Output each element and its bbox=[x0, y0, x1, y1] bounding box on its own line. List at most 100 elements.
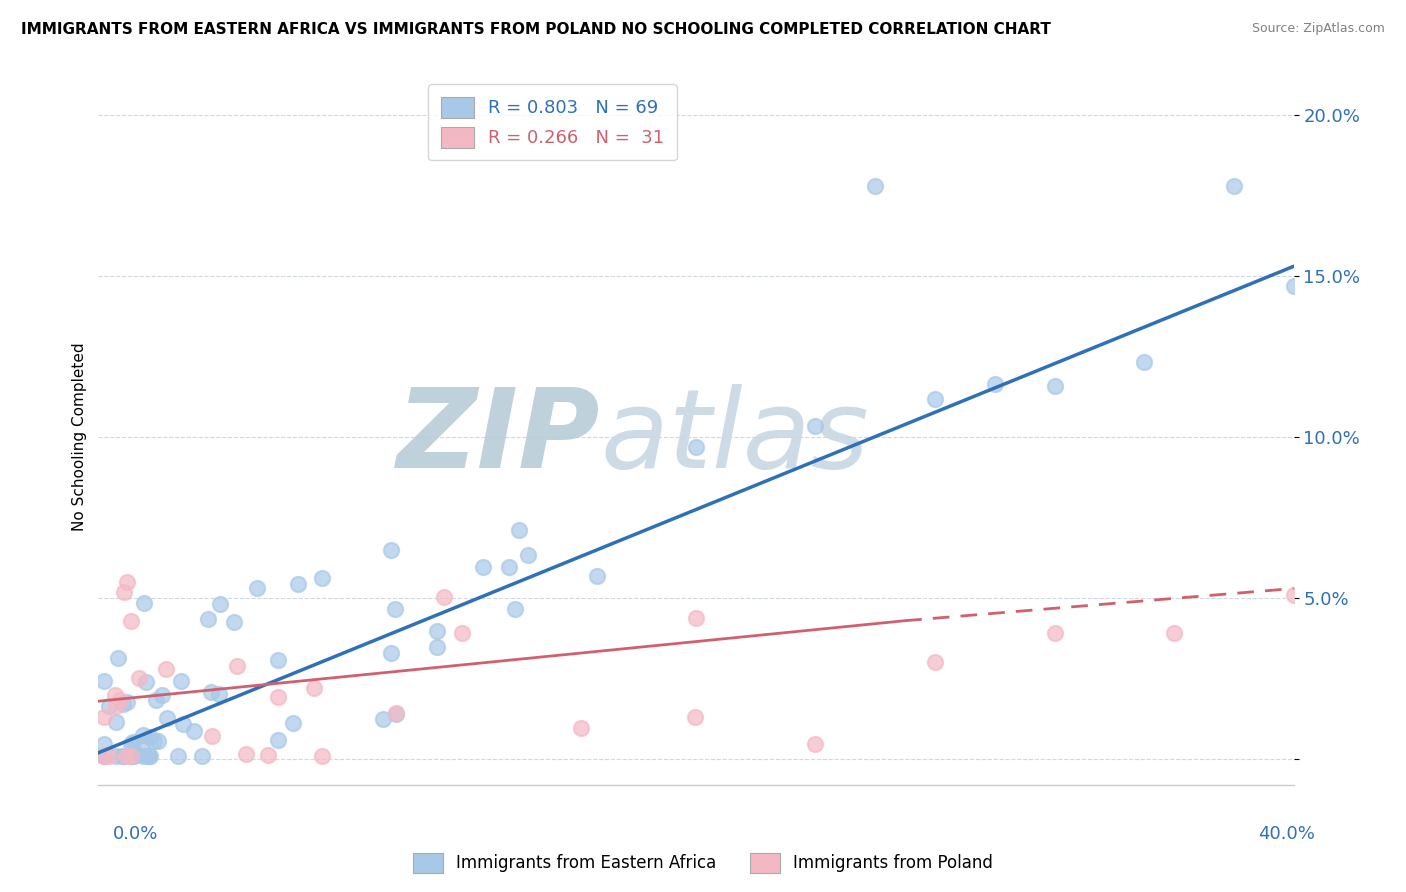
Point bbox=[111, 697, 134, 711]
Point bbox=[503, 601, 526, 615]
Legend: R = 0.803   N = 69, R = 0.266   N =  31: R = 0.803 N = 69, R = 0.266 N = 31 bbox=[429, 85, 676, 161]
Point bbox=[183, 724, 205, 739]
Point bbox=[93, 749, 115, 764]
Point bbox=[508, 523, 530, 537]
Point bbox=[266, 653, 288, 667]
Point bbox=[1223, 179, 1246, 194]
Point bbox=[104, 714, 127, 729]
Point bbox=[385, 706, 408, 720]
Point bbox=[191, 749, 214, 764]
Point bbox=[98, 698, 121, 713]
Point bbox=[1282, 588, 1305, 602]
Point bbox=[267, 733, 290, 747]
Point bbox=[984, 377, 1007, 392]
Point bbox=[105, 749, 128, 764]
Point bbox=[311, 571, 333, 585]
Point bbox=[93, 749, 115, 764]
Point bbox=[245, 582, 267, 596]
Point bbox=[131, 736, 153, 750]
Point bbox=[865, 178, 887, 193]
Point bbox=[132, 749, 155, 764]
Point bbox=[146, 733, 169, 747]
Point bbox=[804, 419, 827, 434]
Point bbox=[115, 749, 138, 764]
Point bbox=[150, 688, 173, 702]
Point bbox=[170, 673, 193, 688]
Point bbox=[105, 699, 128, 714]
Point bbox=[924, 655, 946, 669]
Point bbox=[256, 747, 278, 762]
Point bbox=[450, 626, 472, 640]
Point bbox=[138, 749, 160, 764]
Point bbox=[107, 650, 129, 665]
Point bbox=[685, 611, 707, 625]
Point bbox=[156, 711, 179, 725]
Point bbox=[207, 688, 229, 702]
Point bbox=[426, 640, 449, 655]
Text: Source: ZipAtlas.com: Source: ZipAtlas.com bbox=[1251, 22, 1385, 36]
Point bbox=[93, 674, 115, 689]
Point bbox=[685, 440, 707, 454]
Point bbox=[426, 624, 449, 638]
Point bbox=[804, 737, 827, 751]
Point bbox=[433, 590, 456, 604]
Text: ZIP: ZIP bbox=[396, 384, 600, 491]
Point bbox=[685, 710, 707, 724]
Point bbox=[120, 737, 142, 751]
Point bbox=[516, 548, 538, 562]
Point bbox=[1133, 355, 1156, 369]
Point bbox=[172, 716, 194, 731]
Point bbox=[112, 749, 135, 764]
Point bbox=[225, 659, 247, 673]
Point bbox=[128, 671, 150, 685]
Point bbox=[120, 749, 142, 764]
Point bbox=[302, 681, 325, 695]
Point bbox=[498, 560, 520, 574]
Point bbox=[155, 662, 177, 676]
Point bbox=[122, 743, 145, 757]
Point bbox=[145, 693, 167, 707]
Point bbox=[1282, 278, 1305, 293]
Point bbox=[122, 735, 145, 749]
Point bbox=[385, 707, 408, 722]
Point bbox=[167, 749, 190, 764]
Point bbox=[108, 692, 131, 706]
Point bbox=[235, 747, 257, 762]
Point bbox=[200, 685, 222, 699]
Point bbox=[139, 730, 162, 744]
Point bbox=[1163, 626, 1185, 640]
Point bbox=[135, 749, 157, 764]
Point bbox=[380, 646, 402, 660]
Point bbox=[122, 749, 145, 764]
Text: 40.0%: 40.0% bbox=[1258, 825, 1315, 843]
Point bbox=[287, 577, 309, 591]
Point bbox=[139, 749, 162, 764]
Point bbox=[201, 730, 224, 744]
Point bbox=[571, 721, 593, 735]
Point bbox=[380, 543, 402, 558]
Point bbox=[135, 674, 157, 689]
Point bbox=[142, 734, 165, 748]
Point bbox=[311, 749, 333, 764]
Point bbox=[115, 695, 138, 709]
Text: atlas: atlas bbox=[600, 384, 869, 491]
Point bbox=[197, 612, 219, 626]
Text: 0.0%: 0.0% bbox=[112, 825, 157, 843]
Point bbox=[117, 574, 139, 589]
Y-axis label: No Schooling Completed: No Schooling Completed bbox=[72, 343, 87, 532]
Point bbox=[283, 716, 305, 731]
Point bbox=[132, 728, 155, 742]
Point bbox=[472, 560, 495, 574]
Point bbox=[586, 569, 609, 583]
Point bbox=[104, 688, 127, 702]
Text: IMMIGRANTS FROM EASTERN AFRICA VS IMMIGRANTS FROM POLAND NO SCHOOLING COMPLETED : IMMIGRANTS FROM EASTERN AFRICA VS IMMIGR… bbox=[21, 22, 1050, 37]
Point bbox=[373, 712, 395, 726]
Point bbox=[98, 749, 121, 764]
Point bbox=[93, 710, 115, 724]
Point bbox=[93, 738, 115, 752]
Point bbox=[224, 615, 246, 629]
Point bbox=[1043, 625, 1066, 640]
Point bbox=[111, 749, 134, 764]
Point bbox=[924, 392, 946, 407]
Point bbox=[267, 690, 290, 705]
